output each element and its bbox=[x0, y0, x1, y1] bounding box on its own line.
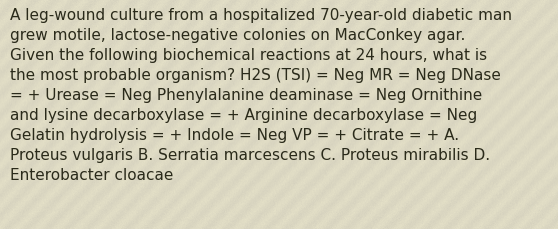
Text: A leg-wound culture from a hospitalized 70-year-old diabetic man
grew motile, la: A leg-wound culture from a hospitalized … bbox=[10, 8, 512, 183]
